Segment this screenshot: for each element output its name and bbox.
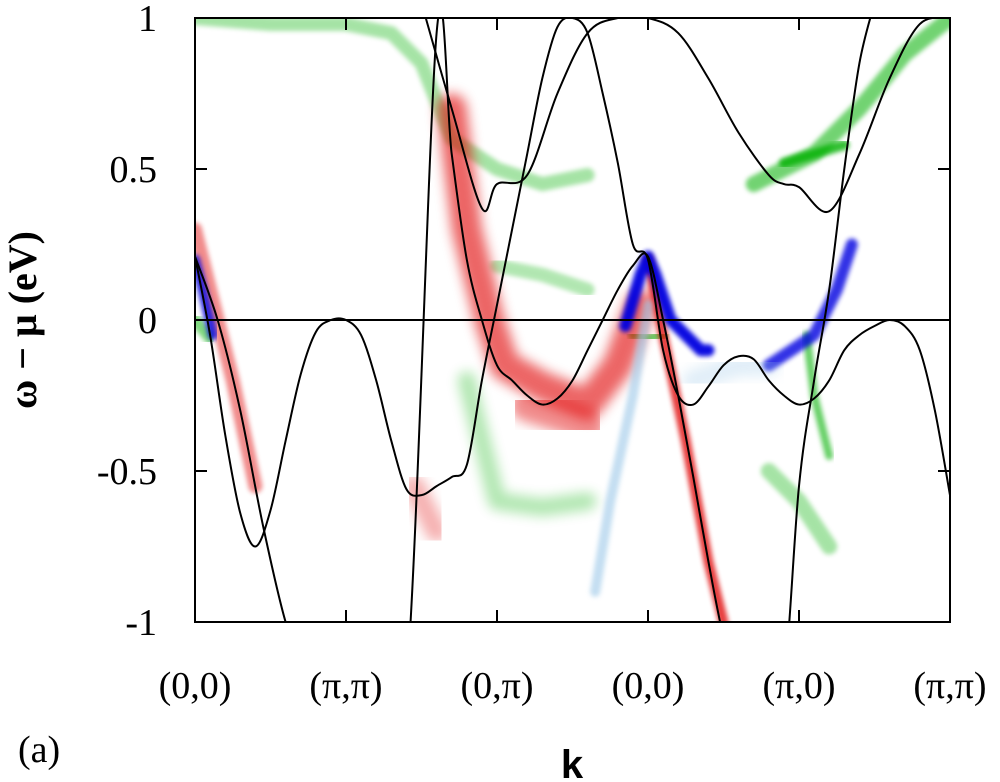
spectral-weight-green-4 [457, 371, 597, 517]
spectral-weight-blue-14 [619, 250, 715, 357]
y-tick-label-4: -1 [125, 602, 157, 644]
y-tick-label-1: 0.5 [110, 149, 158, 191]
x-tick-label-0: (0,0) [159, 665, 232, 707]
spectral-weight-lightblue-18 [682, 354, 780, 392]
panel-label: (a) [18, 729, 60, 771]
spectral-weight-blue-15 [762, 238, 858, 372]
spectral-weight-red-10 [436, 93, 656, 420]
y-axis-label: ω − μ (eV) [0, 231, 45, 409]
y-tick-label-3: -0.5 [97, 451, 157, 493]
spectral-weight-red-11 [510, 387, 605, 443]
band-lines-layer [195, 18, 950, 622]
ticks-layer: (0,0) (π,π) (0,π) (0,0) (π,0) (π,π) 1 0.5 0 -0.5 -… [97, 0, 987, 707]
spectral-weight-green-8 [195, 314, 217, 345]
x-tick-label-5: (π,π) [913, 665, 986, 707]
spectral-weight-green-5 [760, 463, 838, 555]
spectral-weight-green-0 [195, 18, 595, 192]
band-line-1 [195, 18, 950, 548]
x-axis-label: k [561, 743, 584, 782]
x-tick-label-4: (π,0) [763, 665, 836, 707]
y-tick-label-2: 0 [138, 300, 157, 342]
band-line-2 [195, 18, 872, 622]
x-tick-label-2: (0,π) [461, 665, 534, 707]
spectral-weight-green-6 [802, 331, 834, 460]
spectral-weight-red-13 [402, 475, 448, 543]
x-tick-label-1: (π,π) [309, 665, 382, 707]
spectral-weight-green-2 [745, 18, 950, 193]
spectral-weight-green-1 [490, 258, 595, 297]
y-tick-label-0: 1 [138, 0, 157, 40]
spectral-weight-green-3 [778, 139, 850, 168]
band-line-3 [424, 18, 950, 214]
x-tick-label-3: (0,0) [612, 665, 685, 707]
spectral-weight-lightblue-17 [590, 299, 653, 597]
spectral-weight-red-9 [195, 222, 263, 494]
